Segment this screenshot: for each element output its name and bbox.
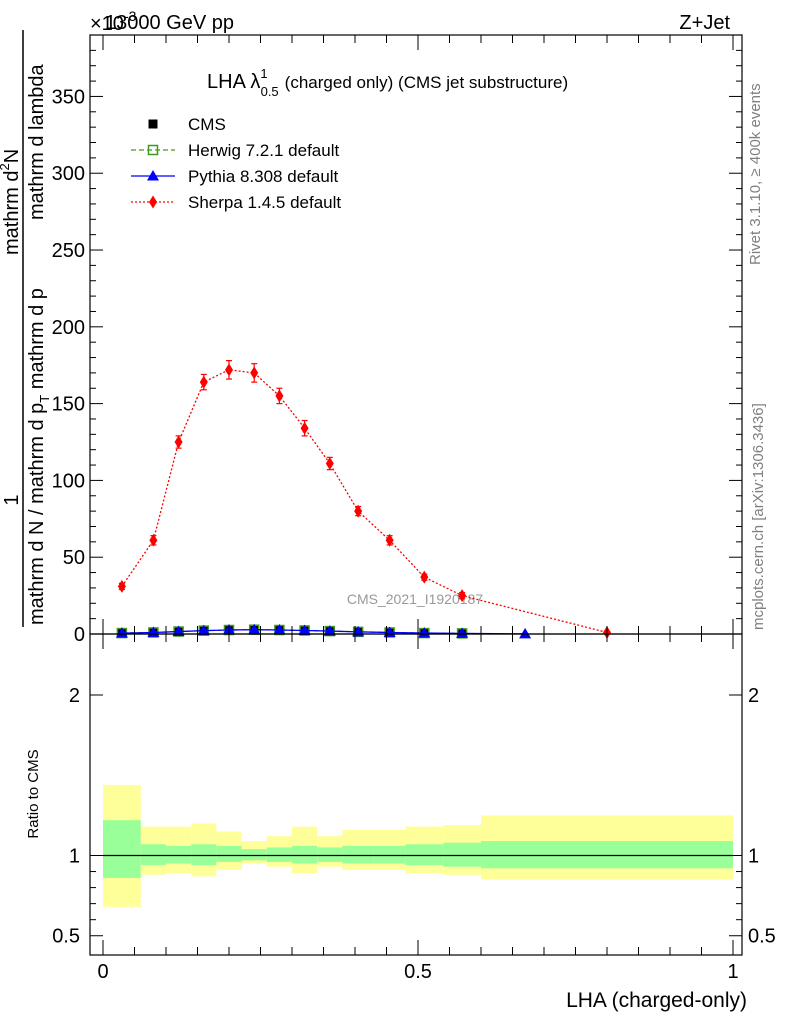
data-point	[420, 570, 429, 584]
data-point	[197, 624, 210, 636]
data-point	[225, 363, 233, 377]
data-point	[300, 421, 309, 435]
main-series	[115, 360, 611, 639]
ratio-tick-label-right: 1	[748, 845, 759, 867]
watermark: CMS_2021_I1920187	[347, 591, 483, 607]
data-point	[250, 366, 259, 380]
ratio-tick-label: 2	[69, 685, 80, 707]
ratio-tick-label: 1	[69, 845, 80, 867]
legend-marker	[147, 144, 159, 156]
ratio-band-inner-7	[292, 845, 318, 864]
legend-entry-0: CMS	[148, 115, 226, 134]
x-axis-label: LHA (charged-only)	[566, 989, 747, 1012]
ratio-band-inner-2	[166, 845, 192, 864]
legend: CMS Herwig 7.2.1 default Pythia 8.308 defa…	[131, 115, 341, 212]
y-tick-label: 100	[52, 470, 85, 492]
process-label: Z+Jet	[679, 12, 730, 34]
axes: 0 50 100 150 200 250 300 350 0.5 0.5 1 1 2 2 0 0.5 1	[52, 34, 776, 983]
data-point	[418, 627, 431, 638]
legend-label: CMS	[188, 115, 226, 134]
legend-label: Pythia 8.308 default	[188, 167, 339, 186]
ratio-band-inner-13	[481, 841, 733, 869]
data-point	[149, 533, 158, 547]
y-label-lambda: mathrm d lambda	[26, 64, 48, 220]
data-point	[199, 375, 208, 389]
ratio-bands	[103, 784, 733, 907]
x-tick-label: 1	[727, 961, 738, 983]
mcplots-label: mcplots.cern.ch [arXiv:1306.3436]	[750, 403, 767, 630]
legend-marker	[149, 195, 157, 209]
data-point	[519, 627, 532, 639]
x-tick-label: 0.5	[404, 961, 432, 983]
y-label-denominator: mathrm d N / mathrm d pT mathrm d p	[26, 288, 52, 625]
legend-marker	[148, 119, 158, 129]
legend-marker	[147, 170, 159, 181]
data-point	[248, 623, 261, 635]
ratio-tick-label: 0.5	[52, 926, 80, 948]
y-tick-label: 350	[52, 86, 85, 108]
ratio-band-inner-11	[405, 844, 444, 866]
data-point	[354, 504, 363, 518]
y-label-one: 1	[1, 494, 23, 505]
ratio-tick-label-right: 0.5	[748, 926, 776, 948]
ratio-band-inner-4	[216, 845, 242, 862]
series-line-3	[121, 369, 608, 634]
y-axis-label: 1 mathrm d N / mathrm d pT mathrm d p ma…	[0, 30, 52, 627]
series-3	[117, 360, 611, 639]
rivet-label: Rivet 3.1.10, ≥ 400k events	[747, 83, 764, 265]
exponent-label: ×10-3	[90, 8, 137, 35]
y-tick-label: 150	[52, 394, 85, 416]
legend-entry-3: Sherpa 1.4.5 default	[131, 193, 341, 212]
data-point	[115, 627, 128, 638]
legend-entry-2: Pythia 8.308 default	[131, 167, 339, 186]
ratio-band-inner-12	[443, 842, 481, 867]
ratio-y-label: Ratio to CMS	[25, 749, 42, 838]
data-point	[323, 625, 336, 636]
data-point	[275, 389, 284, 403]
legend-label: Herwig 7.2.1 default	[188, 141, 339, 160]
y-tick-label: 250	[52, 240, 85, 262]
y-tick-label: 50	[63, 547, 85, 569]
data-point	[117, 579, 126, 593]
ratio-band-inner-8	[317, 847, 343, 862]
plot-title: LHA λ1 0.5 (charged only) (CMS jet substru…	[207, 66, 568, 99]
ratio-band-inner-0	[103, 820, 141, 878]
y-tick-label: 0	[74, 624, 85, 646]
data-point	[298, 624, 311, 635]
ratio-band-inner-6	[266, 847, 292, 862]
ratio-tick-label-right: 2	[748, 685, 759, 707]
data-point	[325, 457, 334, 471]
ratio-band-inner-1	[140, 844, 166, 866]
x-tick-label: 0	[97, 961, 108, 983]
energy-label: 13000 GeV pp	[105, 12, 234, 34]
data-point	[385, 533, 394, 547]
y-tick-label: 300	[52, 163, 85, 185]
data-point	[273, 624, 286, 635]
legend-entry-1: Herwig 7.2.1 default	[131, 141, 339, 160]
ratio-band-inner-3	[191, 844, 217, 866]
data-point	[174, 435, 183, 449]
y-label-numerator: mathrm d2N	[0, 149, 23, 255]
ratio-frame	[89, 633, 743, 956]
ratio-band-inner-5	[241, 849, 267, 861]
data-point	[456, 627, 469, 638]
y-tick-label: 200	[52, 317, 85, 339]
ratio-band-inner-9	[342, 845, 374, 864]
legend-label: Sherpa 1.4.5 default	[188, 193, 341, 212]
data-point	[458, 589, 467, 603]
ratio-band-inner-10	[373, 845, 406, 864]
